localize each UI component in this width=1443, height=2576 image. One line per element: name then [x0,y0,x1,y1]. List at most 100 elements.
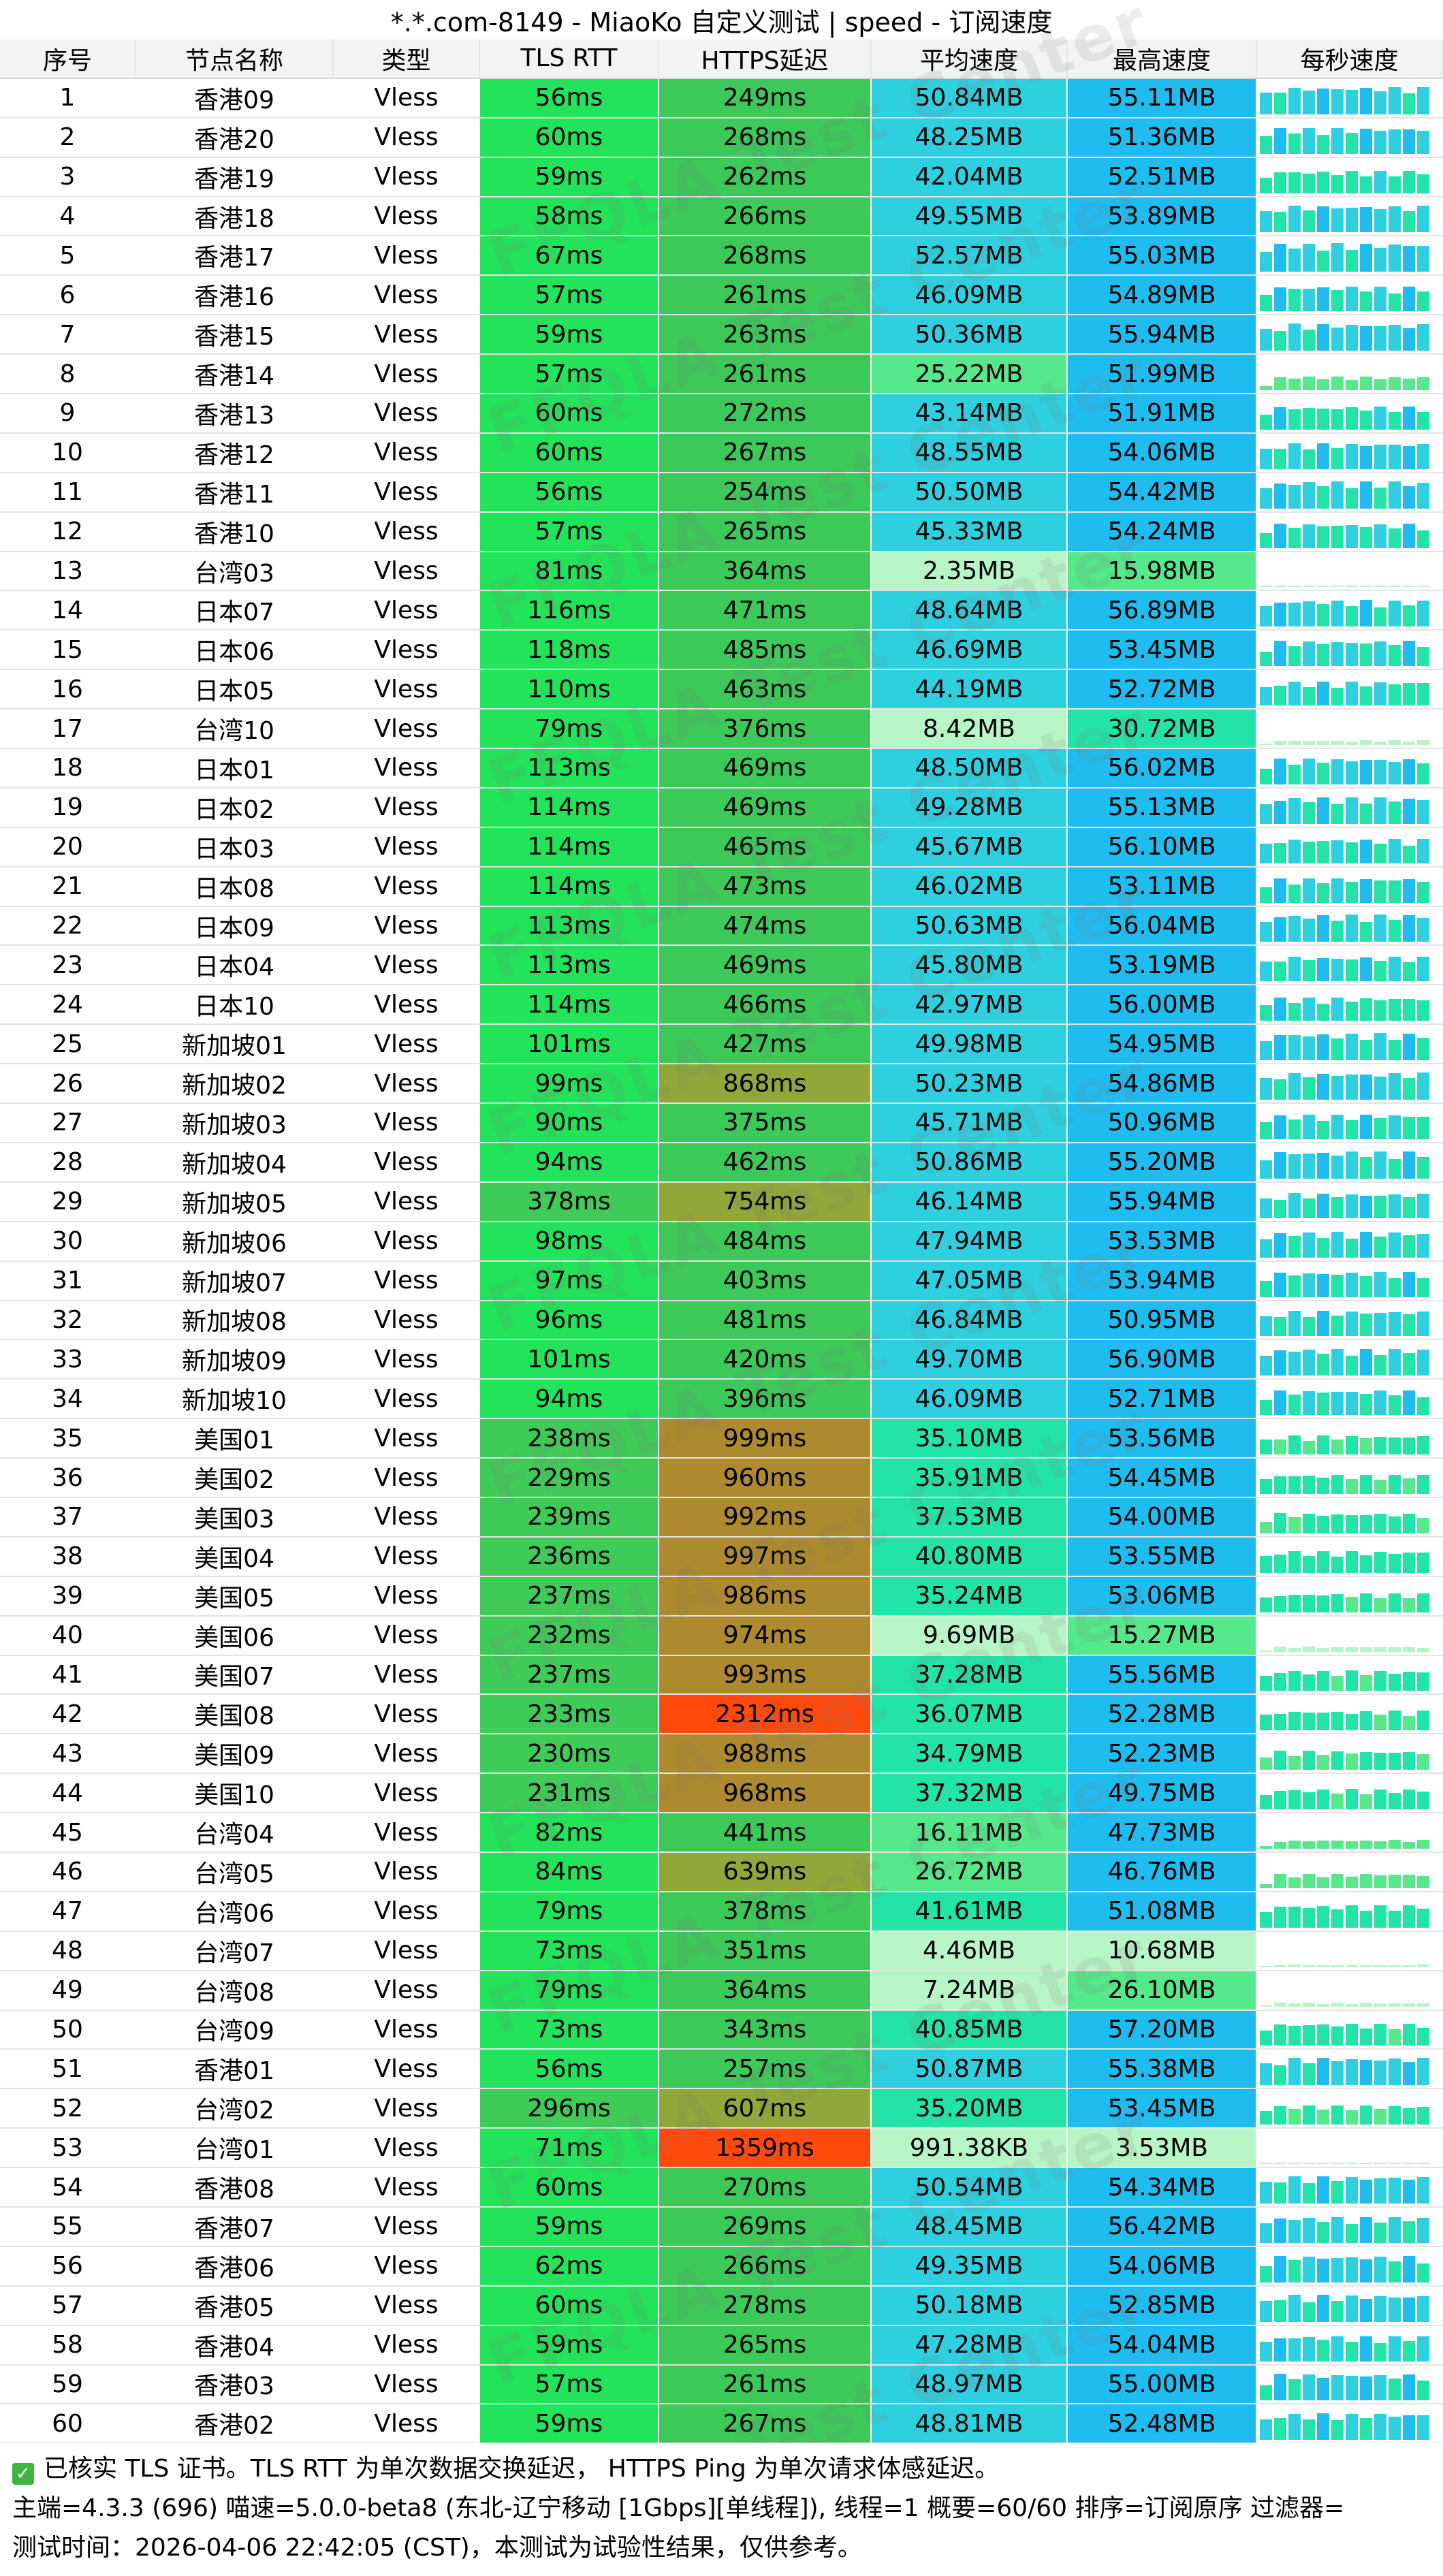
table-row[interactable]: 53 台湾01 Vless 71ms 1359ms 991.38KB 3.53MB [0,2129,1443,2169]
table-row[interactable]: 48 台湾07 Vless 73ms 351ms 4.46MB 10.68MB [0,1931,1443,1971]
per-second-speed-sparkline [1257,985,1443,1023]
sparkline-bar [1417,1436,1429,1455]
table-row[interactable]: 32 新加坡08 Vless 96ms 481ms 46.84MB 50.95MB [0,1301,1443,1341]
table-row[interactable]: 55 香港07 Vless 59ms 269ms 48.45MB 56.42MB [0,2207,1443,2247]
table-row[interactable]: 24 日本10 Vless 114ms 466ms 42.97MB 56.00MB [0,985,1443,1025]
table-row[interactable]: 1 香港09 Vless 56ms 249ms 50.84MB 55.11MB [0,78,1443,118]
node-name: 台湾06 [136,1892,334,1930]
column-header-node-name[interactable]: 节点名称 [136,39,334,78]
sparkline-bar [1288,1003,1301,1021]
max-speed: 3.53MB [1068,2129,1257,2167]
table-row[interactable]: 8 香港14 Vless 57ms 261ms 25.22MB 51.99MB [0,355,1443,395]
table-row[interactable]: 41 美国07 Vless 237ms 993ms 37.28MB 55.56MB [0,1655,1443,1696]
table-row[interactable]: 60 香港02 Vless 59ms 267ms 48.81MB 52.48MB [0,2404,1443,2445]
sparkline-bar [1389,645,1401,667]
table-row[interactable]: 44 美国10 Vless 231ms 968ms 37.32MB 49.75MB [0,1774,1443,1814]
sparkline-bar [1288,646,1301,667]
sparkline-bar [1360,1794,1372,1810]
table-row[interactable]: 6 香港16 Vless 57ms 261ms 46.09MB 54.89MB [0,276,1443,316]
table-row[interactable]: 37 美国03 Vless 239ms 992ms 37.53MB 54.00MB [0,1497,1443,1538]
per-second-speed-sparkline [1257,276,1443,314]
table-row[interactable]: 56 香港06 Vless 62ms 266ms 49.35MB 54.06MB [0,2246,1443,2287]
table-row[interactable]: 5 香港17 Vless 67ms 268ms 52.57MB 55.03MB [0,236,1443,276]
table-row[interactable]: 7 香港15 Vless 59ms 263ms 50.36MB 55.94MB [0,315,1443,355]
table-row[interactable]: 23 日本04 Vless 113ms 469ms 45.80MB 53.19MB [0,946,1443,986]
sparkline-bar [1260,2181,1272,2204]
table-row[interactable]: 35 美国01 Vless 238ms 999ms 35.10MB 53.56MB [0,1419,1443,1459]
table-row[interactable]: 14 日本07 Vless 116ms 471ms 48.64MB 56.89MB [0,591,1443,631]
column-header-type[interactable]: 类型 [334,39,480,78]
table-row[interactable]: 4 香港18 Vless 58ms 266ms 49.55MB 53.89MB [0,197,1443,237]
table-row[interactable]: 54 香港08 Vless 60ms 270ms 50.54MB 54.34MB [0,2168,1443,2208]
table-row[interactable]: 46 台湾05 Vless 84ms 639ms 26.72MB 46.76MB [0,1852,1443,1892]
table-row[interactable]: 15 日本06 Vless 118ms 485ms 46.69MB 53.45MB [0,631,1443,671]
table-row[interactable]: 38 美国04 Vless 236ms 997ms 40.80MB 53.55MB [0,1537,1443,1577]
table-row[interactable]: 33 新加坡09 Vless 101ms 420ms 49.70MB 56.90MB [0,1340,1443,1380]
max-speed: 55.13MB [1068,788,1257,827]
table-row[interactable]: 3 香港19 Vless 59ms 262ms 42.04MB 52.51MB [0,157,1443,197]
sparkline-bar [1360,1394,1372,1416]
tls-rtt: 73ms [480,2010,659,2049]
sparkline-bar [1389,2417,1401,2440]
sparkline-bar [1417,2028,1429,2046]
footer-line-backend: 主端=4.3.3 (696) 喵速=5.0.0-beta8 (东北-辽宁移动 [… [12,2494,1345,2522]
table-row[interactable]: 12 香港10 Vless 57ms 265ms 45.33MB 54.24MB [0,512,1443,552]
column-header-tls-rtt[interactable]: TLS RTT [480,39,659,78]
table-row[interactable]: 31 新加坡07 Vless 97ms 403ms 47.05MB 53.94MB [0,1261,1443,1301]
table-row[interactable]: 30 新加坡06 Vless 98ms 484ms 47.94MB 53.53MB [0,1222,1443,1262]
table-row[interactable]: 50 台湾09 Vless 73ms 343ms 40.85MB 57.20MB [0,2010,1443,2050]
sparkline-bar [1374,1033,1386,1061]
column-header-avg-speed[interactable]: 平均速度 [872,39,1068,78]
sparkline-bar [1303,90,1315,114]
table-row[interactable]: 18 日本01 Vless 113ms 469ms 48.50MB 56.02MB [0,749,1443,789]
table-row[interactable]: 27 新加坡03 Vless 90ms 375ms 45.71MB 50.96MB [0,1104,1443,1143]
sparkline-bar [1260,606,1272,627]
table-row[interactable]: 26 新加坡02 Vless 99ms 868ms 50.23MB 54.86MB [0,1064,1443,1104]
table-row[interactable]: 22 日本09 Vless 113ms 474ms 50.63MB 56.04MB [0,906,1443,947]
table-row[interactable]: 16 日本05 Vless 110ms 463ms 44.19MB 52.72MB [0,670,1443,710]
table-row[interactable]: 59 香港03 Vless 57ms 261ms 48.97MB 55.00MB [0,2365,1443,2405]
table-row[interactable]: 29 新加坡05 Vless 378ms 754ms 46.14MB 55.94MB [0,1182,1443,1222]
table-row[interactable]: 25 新加坡01 Vless 101ms 427ms 49.98MB 54.95MB [0,1025,1443,1065]
table-row[interactable]: 21 日本08 Vless 114ms 473ms 46.02MB 53.11MB [0,867,1443,907]
sparkline-bar [1346,1514,1358,1533]
table-row[interactable]: 13 台湾03 Vless 81ms 364ms 2.35MB 15.98MB [0,552,1443,592]
table-row[interactable]: 49 台湾08 Vless 79ms 364ms 7.24MB 26.10MB [0,1971,1443,2011]
avg-speed: 50.50MB [872,473,1068,511]
column-header-index[interactable]: 序号 [0,39,136,78]
table-row[interactable]: 10 香港12 Vless 60ms 267ms 48.55MB 54.06MB [0,433,1443,473]
table-row[interactable]: 36 美国02 Vless 229ms 960ms 35.91MB 54.45MB [0,1459,1443,1498]
table-row[interactable]: 34 新加坡10 Vless 94ms 396ms 46.09MB 52.71MB [0,1380,1443,1420]
sparkline-bar [1331,878,1344,903]
sparkline-bar [1360,410,1372,430]
https-delay: 265ms [659,512,872,551]
table-row[interactable]: 9 香港13 Vless 60ms 272ms 43.14MB 51.91MB [0,394,1443,434]
table-row[interactable]: 51 香港01 Vless 56ms 257ms 50.87MB 55.38MB [0,2050,1443,2090]
table-row[interactable]: 45 台湾04 Vless 82ms 441ms 16.11MB 47.73MB [0,1813,1443,1853]
table-row[interactable]: 17 台湾10 Vless 79ms 376ms 8.42MB 30.72MB [0,710,1443,750]
node-name: 香港01 [136,2050,334,2088]
avg-speed: 43.14MB [872,394,1068,432]
sparkline-bar [1331,586,1344,588]
table-row[interactable]: 2 香港20 Vless 60ms 268ms 48.25MB 51.36MB [0,118,1443,158]
table-row[interactable]: 39 美国05 Vless 237ms 986ms 35.24MB 53.06MB [0,1576,1443,1617]
sparkline-bar [1260,252,1272,272]
table-row[interactable]: 43 美国09 Vless 230ms 988ms 34.79MB 52.23MB [0,1734,1443,1775]
sparkline-bar [1260,1239,1272,1258]
column-header-max-speed[interactable]: 最高速度 [1068,39,1257,78]
table-row[interactable]: 57 香港05 Vless 60ms 278ms 50.18MB 52.85MB [0,2286,1443,2326]
table-row[interactable]: 20 日本03 Vless 114ms 465ms 45.67MB 56.10MB [0,827,1443,868]
results-table: 序号 节点名称 类型 TLS RTT HTTPS延迟 平均速度 最高速度 每秒速… [0,39,1443,2445]
column-header-per-second-speed[interactable]: 每秒速度 [1257,39,1443,78]
table-row[interactable]: 42 美国08 Vless 233ms 2312ms 36.07MB 52.28MB [0,1695,1443,1735]
table-row[interactable]: 28 新加坡04 Vless 94ms 462ms 50.86MB 55.20MB [0,1143,1443,1183]
node-name: 日本01 [136,749,334,787]
column-header-https-delay[interactable]: HTTPS延迟 [659,39,872,78]
table-row[interactable]: 58 香港04 Vless 59ms 265ms 47.28MB 54.04MB [0,2325,1443,2366]
max-speed: 15.98MB [1068,552,1257,590]
table-row[interactable]: 52 台湾02 Vless 296ms 607ms 35.20MB 53.45MB [0,2089,1443,2129]
table-row[interactable]: 11 香港11 Vless 56ms 254ms 50.50MB 54.42MB [0,473,1443,513]
table-row[interactable]: 19 日本02 Vless 114ms 469ms 49.28MB 55.13MB [0,788,1443,828]
table-row[interactable]: 40 美国06 Vless 232ms 974ms 9.69MB 15.27MB [0,1616,1443,1656]
table-row[interactable]: 47 台湾06 Vless 79ms 378ms 41.61MB 51.08MB [0,1892,1443,1932]
